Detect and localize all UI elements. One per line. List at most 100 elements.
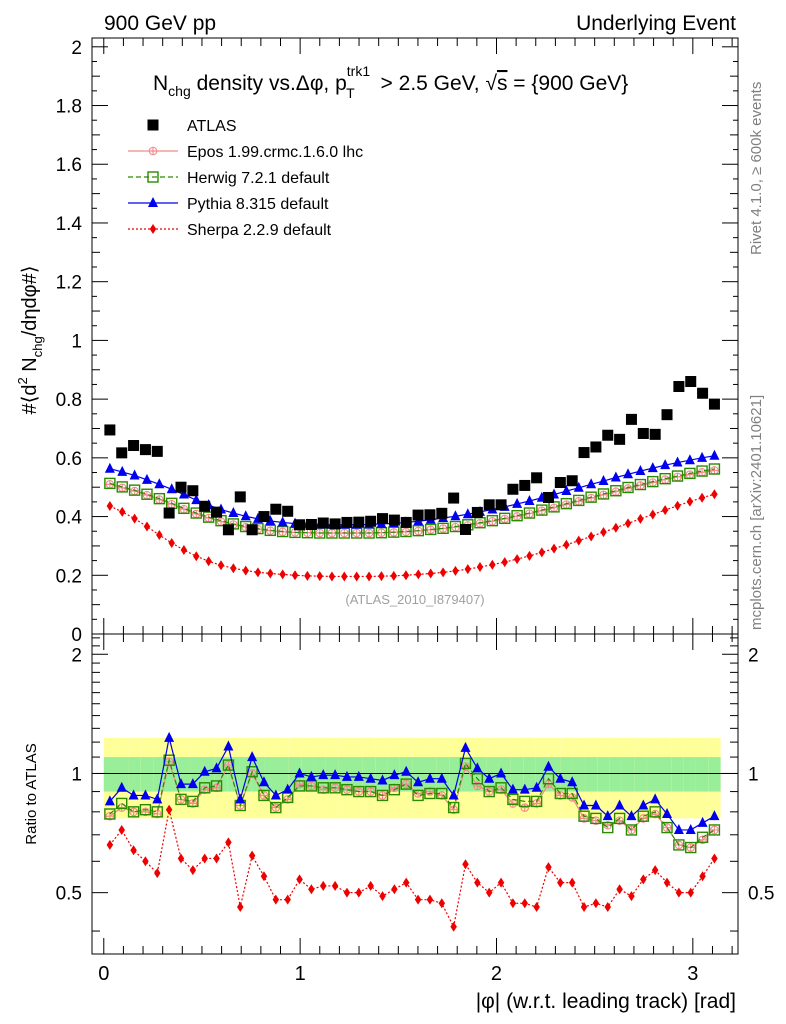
ratio-point-s2-45 bbox=[638, 799, 649, 810]
ratio-point-s1-2 bbox=[127, 806, 140, 818]
main-point-s3-30 bbox=[476, 562, 484, 573]
main-point-s3-20 bbox=[353, 571, 360, 582]
main-point-s0-48 bbox=[697, 467, 707, 477]
ratio-point-s2-21 bbox=[353, 770, 364, 781]
main-point-s2-10 bbox=[228, 507, 239, 518]
main-point-s3-47 bbox=[686, 496, 694, 507]
ratio-ytick-label-right-1: 1 bbox=[748, 764, 759, 785]
band-stat-14 bbox=[276, 757, 289, 792]
main-point-s3-13 bbox=[267, 568, 274, 579]
data-point-26 bbox=[412, 509, 424, 521]
main-point-s1-27 bbox=[437, 522, 449, 535]
ratio-point-s1-16 bbox=[293, 780, 306, 792]
ratio-point-s1-5 bbox=[163, 754, 175, 766]
ratio-point-s1-3 bbox=[139, 803, 152, 816]
main-point-s2-38 bbox=[573, 481, 584, 492]
title-part-a: N bbox=[153, 72, 168, 95]
band-stat-12 bbox=[251, 757, 265, 792]
main-point-s1-45 bbox=[659, 472, 671, 485]
data-point-15 bbox=[282, 505, 294, 517]
main-ytick-label-6: 1.4 bbox=[56, 214, 83, 235]
main-point-s1-0 bbox=[104, 477, 116, 490]
main-point-s3-0 bbox=[106, 500, 114, 511]
ratio-point-s1-0 bbox=[104, 808, 116, 820]
x-tick-label-0: 0 bbox=[98, 963, 109, 985]
data-point-9 bbox=[211, 506, 223, 518]
main-point-s2-11 bbox=[240, 510, 251, 521]
main-point-s0-48-cross bbox=[698, 468, 706, 476]
main-ytick-label-zero: 0 bbox=[71, 625, 82, 646]
band-stat-19 bbox=[338, 757, 351, 792]
main-point-s3-31 bbox=[489, 559, 496, 570]
main-point-s0-47 bbox=[685, 470, 695, 479]
ratio-point-s2-18 bbox=[318, 769, 329, 780]
legend-label-1: Epos 1.99.crmc.1.6.0 lhc bbox=[187, 144, 363, 161]
ratio-point-s0-34 bbox=[508, 799, 518, 808]
ratio-line-0 bbox=[109, 759, 715, 849]
ratio-point-s3-46 bbox=[651, 865, 659, 876]
ratio-point-s3-24 bbox=[391, 884, 398, 895]
main-point-s3-40 bbox=[600, 527, 607, 538]
ratio-point-s1-39 bbox=[566, 787, 578, 800]
data-point-48 bbox=[673, 380, 685, 392]
ratio-point-s3-49 bbox=[687, 887, 694, 898]
data-point-4 bbox=[151, 445, 163, 457]
main-point-s0-47-cross bbox=[686, 470, 694, 479]
main-point-s3-39 bbox=[587, 531, 595, 542]
main-point-s1-42 bbox=[622, 481, 634, 494]
ratio-point-s1-18 bbox=[317, 782, 329, 794]
data-point-2 bbox=[128, 440, 140, 452]
ratio-point-s1-8 bbox=[199, 782, 211, 794]
main-point-s0-1-cross bbox=[118, 484, 126, 492]
data-point-37 bbox=[542, 491, 554, 503]
ratio-point-s1-17 bbox=[305, 780, 318, 792]
ratio-point-s3-14 bbox=[272, 894, 280, 905]
legend-marker-1 bbox=[148, 146, 158, 156]
main-point-s2-28 bbox=[450, 510, 461, 521]
data-point-36 bbox=[531, 472, 543, 484]
data-point-33 bbox=[495, 499, 507, 511]
main-point-s3-38 bbox=[575, 535, 583, 546]
ratio-point-s2-3 bbox=[140, 789, 151, 800]
main-point-s2-42 bbox=[623, 468, 634, 479]
main-point-s3-2 bbox=[131, 513, 138, 524]
ratio-point-s0-13 bbox=[259, 791, 269, 800]
ratio-point-s3-22 bbox=[367, 880, 374, 891]
data-point-40 bbox=[578, 447, 590, 459]
ratio-point-s3-33 bbox=[497, 877, 505, 888]
band-stat-4 bbox=[153, 757, 166, 792]
ratio-point-s3-43 bbox=[616, 884, 623, 895]
ratio-point-s1-49 bbox=[685, 841, 697, 854]
x-tick-labels: 0 1 2 3 bbox=[98, 963, 698, 985]
ratio-marks bbox=[104, 731, 721, 932]
main-point-s3-48 bbox=[698, 492, 706, 503]
ratio-point-s3-2 bbox=[130, 845, 137, 856]
main-point-s2-34 bbox=[524, 495, 535, 506]
band-stat-38 bbox=[572, 757, 585, 792]
main-point-s3-35 bbox=[538, 547, 546, 558]
main-point-s1-40 bbox=[597, 488, 610, 500]
ratio-point-s2-25 bbox=[401, 765, 412, 776]
ratio-point-s0-47 bbox=[662, 823, 672, 832]
ratio-point-s2-44 bbox=[626, 810, 637, 821]
ratio-point-s3-30 bbox=[462, 859, 469, 870]
band-stat-22 bbox=[375, 757, 388, 792]
main-point-s2-5 bbox=[166, 483, 177, 494]
band-stat-47 bbox=[683, 757, 697, 792]
main-point-s3-17 bbox=[316, 571, 324, 582]
ratio-panel: 0.5 0.5 1 1 2 2 bbox=[56, 633, 774, 955]
band-stat-21 bbox=[362, 757, 376, 792]
main-point-s1-38 bbox=[573, 494, 585, 507]
main-point-s1-41 bbox=[610, 485, 622, 497]
main-point-s3-7 bbox=[193, 551, 200, 562]
ratio-point-s2-10 bbox=[223, 740, 234, 751]
ratio-point-s3-25 bbox=[402, 877, 410, 888]
main-point-s1-3 bbox=[141, 488, 153, 500]
main-point-s3-6 bbox=[180, 545, 188, 556]
main-point-s2-37 bbox=[561, 485, 572, 496]
ratio-point-s1-30 bbox=[459, 757, 472, 770]
ratio-point-s1-44 bbox=[625, 824, 638, 836]
ratio-point-s2-9 bbox=[211, 762, 222, 773]
band-stat-41 bbox=[609, 757, 623, 792]
ratio-point-s2-15 bbox=[282, 783, 293, 794]
